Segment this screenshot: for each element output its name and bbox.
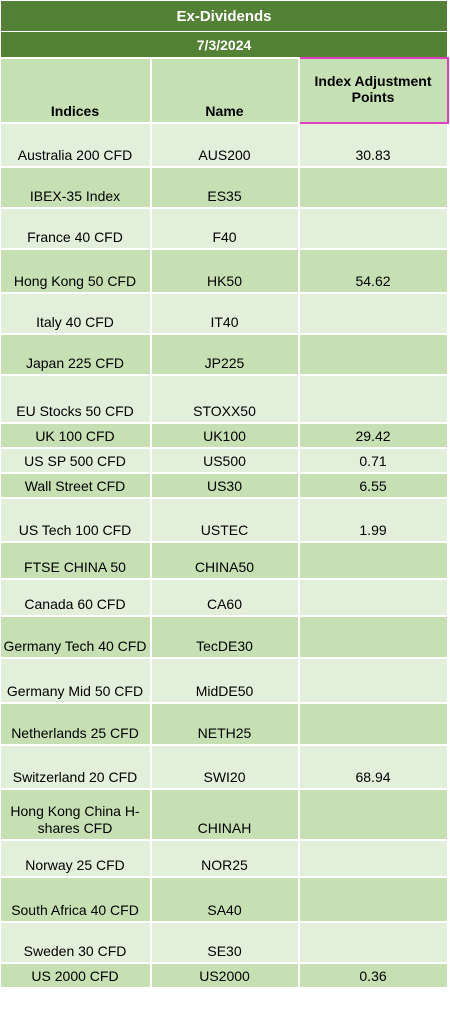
cell-points <box>298 703 449 746</box>
cell-index: Norway 25 CFD <box>0 840 152 878</box>
table-row: Hong Kong 50 CFD HK50 54.62 <box>0 249 449 294</box>
cell-index: Germany Tech 40 CFD <box>0 616 152 659</box>
cell-index: Canada 60 CFD <box>0 579 152 617</box>
cell-name: STOXX50 <box>150 375 300 424</box>
cell-index: France 40 CFD <box>0 208 152 250</box>
cell-points: 0.71 <box>298 448 449 474</box>
cell-points: 54.62 <box>298 249 449 294</box>
cell-index: Hong Kong 50 CFD <box>0 249 152 294</box>
table-row: Australia 200 CFD AUS200 30.83 <box>0 123 449 168</box>
ex-dividends-table: Ex-Dividends 7/3/2024 Indices Name Index… <box>0 0 449 989</box>
cell-points: 6.55 <box>298 473 449 499</box>
cell-index: South Africa 40 CFD <box>0 877 152 923</box>
cell-name: US2000 <box>150 963 300 989</box>
table-row: Norway 25 CFD NOR25 <box>0 840 449 878</box>
cell-points <box>298 877 449 923</box>
table-row: Germany Tech 40 CFD TecDE30 <box>0 616 449 659</box>
cell-points: 30.83 <box>298 123 449 168</box>
cell-name: CHINAH <box>150 789 300 841</box>
cell-points <box>298 922 449 964</box>
table-row: Hong Kong China H-shares CFD CHINAH <box>0 789 449 841</box>
table-row: France 40 CFD F40 <box>0 208 449 250</box>
cell-index: Japan 225 CFD <box>0 334 152 376</box>
table-row: EU Stocks 50 CFD STOXX50 <box>0 375 449 424</box>
table-row: Switzerland 20 CFD SWI20 68.94 <box>0 745 449 790</box>
header-name: Name <box>150 58 300 124</box>
header-row: Indices Name Index Adjustment Points <box>0 57 449 124</box>
header-adjustment: Index Adjustment Points <box>297 57 449 124</box>
cell-index: Sweden 30 CFD <box>0 922 152 964</box>
cell-points: 0.36 <box>298 963 449 989</box>
cell-index: Wall Street CFD <box>0 473 152 499</box>
date-row: 7/3/2024 <box>0 31 449 59</box>
cell-name: SA40 <box>150 877 300 923</box>
cell-points <box>298 658 449 704</box>
table-title: Ex-Dividends <box>0 0 449 32</box>
cell-index: IBEX-35 Index <box>0 167 152 209</box>
table-row: Japan 225 CFD JP225 <box>0 334 449 376</box>
cell-name: SWI20 <box>150 745 300 790</box>
cell-name: CHINA50 <box>150 542 300 580</box>
cell-points <box>298 167 449 209</box>
cell-name: NOR25 <box>150 840 300 878</box>
cell-name: SE30 <box>150 922 300 964</box>
cell-index: FTSE CHINA 50 <box>0 542 152 580</box>
header-indices: Indices <box>0 58 152 124</box>
table-row: Netherlands 25 CFD NETH25 <box>0 703 449 746</box>
table-row: UK 100 CFD UK100 29.42 <box>0 423 449 449</box>
cell-name: AUS200 <box>150 123 300 168</box>
cell-index: UK 100 CFD <box>0 423 152 449</box>
cell-points <box>298 542 449 580</box>
table-row: Wall Street CFD US30 6.55 <box>0 473 449 499</box>
cell-index: Germany Mid 50 CFD <box>0 658 152 704</box>
table-date: 7/3/2024 <box>0 31 449 59</box>
cell-name: UK100 <box>150 423 300 449</box>
cell-name: MidDE50 <box>150 658 300 704</box>
cell-points: 68.94 <box>298 745 449 790</box>
cell-points <box>298 840 449 878</box>
cell-index: US Tech 100 CFD <box>0 498 152 543</box>
cell-name: ES35 <box>150 167 300 209</box>
table-row: IBEX-35 Index ES35 <box>0 167 449 209</box>
cell-name: HK50 <box>150 249 300 294</box>
cell-name: NETH25 <box>150 703 300 746</box>
cell-points: 29.42 <box>298 423 449 449</box>
cell-points <box>298 789 449 841</box>
cell-points <box>298 375 449 424</box>
table-row: US 2000 CFD US2000 0.36 <box>0 963 449 989</box>
cell-index: US SP 500 CFD <box>0 448 152 474</box>
cell-name: JP225 <box>150 334 300 376</box>
table-row: Sweden 30 CFD SE30 <box>0 922 449 964</box>
cell-name: CA60 <box>150 579 300 617</box>
cell-name: USTEC <box>150 498 300 543</box>
cell-index: Netherlands 25 CFD <box>0 703 152 746</box>
cell-points: 1.99 <box>298 498 449 543</box>
table-row: South Africa 40 CFD SA40 <box>0 877 449 923</box>
cell-points <box>298 208 449 250</box>
cell-index: Australia 200 CFD <box>0 123 152 168</box>
table-row: FTSE CHINA 50 CHINA50 <box>0 542 449 580</box>
cell-index: Switzerland 20 CFD <box>0 745 152 790</box>
table-row: US Tech 100 CFD USTEC 1.99 <box>0 498 449 543</box>
table-row: US SP 500 CFD US500 0.71 <box>0 448 449 474</box>
cell-name: US500 <box>150 448 300 474</box>
table-row: Canada 60 CFD CA60 <box>0 579 449 617</box>
table-body: Australia 200 CFD AUS200 30.83 IBEX-35 Inde… <box>0 123 449 989</box>
table-row: Germany Mid 50 CFD MidDE50 <box>0 658 449 704</box>
cell-name: US30 <box>150 473 300 499</box>
cell-index: US 2000 CFD <box>0 963 152 989</box>
title-row: Ex-Dividends <box>0 0 449 32</box>
cell-name: F40 <box>150 208 300 250</box>
cell-index: EU Stocks 50 CFD <box>0 375 152 424</box>
cell-points <box>298 293 449 335</box>
cell-points <box>298 616 449 659</box>
cell-points <box>298 334 449 376</box>
cell-name: TecDE30 <box>150 616 300 659</box>
cell-points <box>298 579 449 617</box>
cell-index: Hong Kong China H-shares CFD <box>0 789 152 841</box>
cell-name: IT40 <box>150 293 300 335</box>
table-row: Italy 40 CFD IT40 <box>0 293 449 335</box>
cell-index: Italy 40 CFD <box>0 293 152 335</box>
